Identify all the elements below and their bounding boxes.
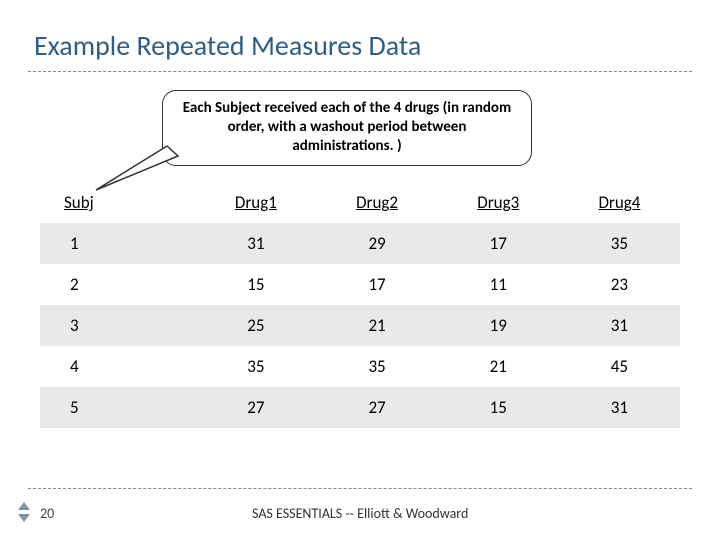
col-drug3: Drug3 [438,184,559,223]
cell: 17 [316,264,437,305]
table-row: 1 31 29 17 35 [40,223,680,264]
cell: 27 [195,387,316,428]
cell: 35 [316,346,437,387]
cell: 15 [438,387,559,428]
cell: 5 [40,387,195,428]
cell: 15 [195,264,316,305]
callout-container: Each Subject received each of the 4 drug… [0,90,720,180]
cell: 19 [438,305,559,346]
data-table: Subj Drug1 Drug2 Drug3 Drug4 1 31 29 17 … [40,184,680,428]
cell: 35 [559,223,680,264]
cell: 35 [195,346,316,387]
cell: 31 [195,223,316,264]
cell: 21 [438,346,559,387]
table-row: 3 25 21 19 31 [40,305,680,346]
nav-down-icon [18,514,30,522]
cell: 4 [40,346,195,387]
col-drug2: Drug2 [316,184,437,223]
table-row: 4 35 35 21 45 [40,346,680,387]
cell: 29 [316,223,437,264]
cell: 2 [40,264,195,305]
cell: 31 [559,305,680,346]
footer-text: SAS ESSENTIALS -- Elliott & Woodward [252,505,468,522]
cell: 23 [559,264,680,305]
divider-top [28,71,692,72]
cell: 31 [559,387,680,428]
nav-up-icon [18,502,30,510]
cell: 21 [316,305,437,346]
col-drug1: Drug1 [195,184,316,223]
cell: 17 [438,223,559,264]
col-drug4: Drug4 [559,184,680,223]
cell: 3 [40,305,195,346]
cell: 25 [195,305,316,346]
page-number: 20 [40,505,54,522]
cell: 45 [559,346,680,387]
slide-title: Example Repeated Measures Data [0,0,720,71]
divider-bottom [28,488,692,489]
cell: 1 [40,223,195,264]
cell: 27 [316,387,437,428]
table-row: 5 27 27 15 31 [40,387,680,428]
table-row: 2 15 17 11 23 [40,264,680,305]
cell: 11 [438,264,559,305]
callout-box: Each Subject received each of the 4 drug… [162,90,532,166]
